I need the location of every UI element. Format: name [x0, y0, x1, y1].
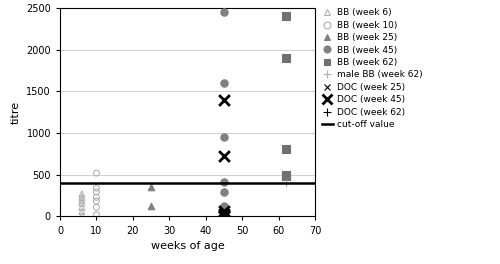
- Point: [220, 214, 228, 218]
- Point: [147, 209, 155, 214]
- Point: [147, 201, 155, 206]
- Point: [282, 173, 290, 177]
- Point: [78, 214, 86, 218]
- Point: [220, 212, 228, 216]
- Point: [282, 211, 290, 215]
- Point: [78, 198, 86, 202]
- Point: [282, 202, 290, 206]
- Point: [220, 135, 228, 139]
- Point: [220, 209, 228, 214]
- Point: [92, 186, 100, 190]
- Point: [92, 213, 100, 217]
- Point: [282, 14, 290, 18]
- Point: [147, 214, 155, 218]
- Point: [282, 213, 290, 217]
- Point: [78, 205, 86, 209]
- Point: [282, 199, 290, 203]
- Point: [220, 10, 228, 14]
- Point: [282, 56, 290, 60]
- Point: [282, 204, 290, 209]
- Point: [220, 204, 228, 209]
- Point: [78, 209, 86, 214]
- Point: [282, 214, 290, 218]
- Point: [147, 211, 155, 215]
- Point: [282, 208, 290, 212]
- Point: [282, 181, 290, 185]
- Point: [282, 206, 290, 210]
- Point: [92, 190, 100, 194]
- Point: [282, 147, 290, 151]
- Point: [147, 185, 155, 189]
- X-axis label: weeks of age: weeks of age: [150, 241, 224, 251]
- Point: [282, 197, 290, 201]
- Point: [78, 195, 86, 199]
- Point: [92, 171, 100, 175]
- Point: [282, 214, 290, 219]
- Point: [147, 214, 155, 219]
- Point: [282, 173, 290, 178]
- Point: [220, 214, 228, 219]
- Point: [220, 190, 228, 194]
- Point: [220, 214, 228, 219]
- Point: [282, 194, 290, 198]
- Point: [282, 209, 290, 214]
- Point: [147, 206, 155, 210]
- Point: [92, 199, 100, 203]
- Y-axis label: titre: titre: [10, 101, 20, 124]
- Point: [147, 208, 155, 212]
- Legend: BB (week 6), BB (week 10), BB (week 25), BB (week 45), BB (week 62), male BB (we: BB (week 6), BB (week 10), BB (week 25),…: [322, 8, 422, 129]
- Point: [282, 200, 290, 204]
- Point: [220, 98, 228, 102]
- Point: [220, 180, 228, 184]
- Point: [220, 81, 228, 85]
- Point: [92, 205, 100, 209]
- Point: [220, 154, 228, 158]
- Point: [78, 201, 86, 205]
- Point: [282, 204, 290, 208]
- Point: [92, 195, 100, 199]
- Point: [147, 204, 155, 208]
- Point: [147, 204, 155, 209]
- Point: [78, 192, 86, 196]
- Point: [282, 214, 290, 219]
